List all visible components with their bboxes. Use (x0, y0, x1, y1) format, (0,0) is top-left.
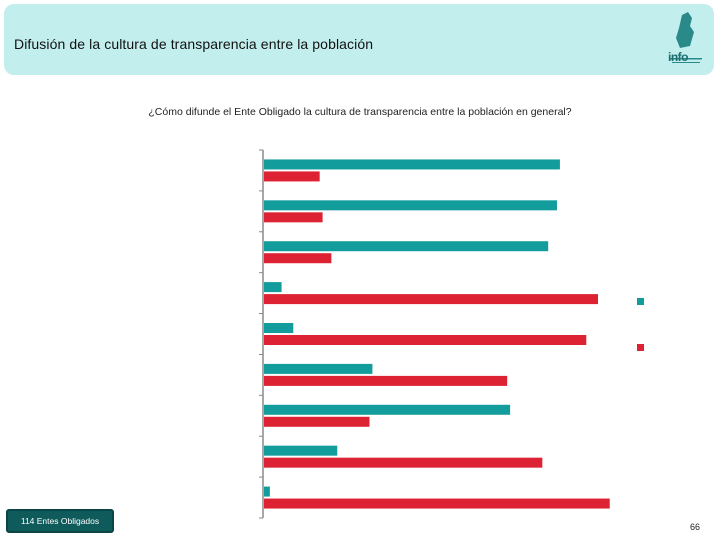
bar-series-2 (264, 294, 598, 305)
bar-series-2 (264, 171, 320, 182)
bar-series-1 (264, 241, 549, 252)
logo-text: info (668, 50, 689, 64)
legend-marker-series-2 (637, 344, 644, 351)
bar-series-1 (264, 159, 560, 170)
logo-icon (670, 12, 702, 63)
bar-series-2 (264, 498, 610, 509)
chart-title: ¿Cómo difunde el Ente Obligado la cultur… (148, 106, 572, 118)
bar-series-2 (264, 375, 508, 386)
page-number: 66 (690, 522, 701, 532)
bar-series-2 (264, 416, 370, 427)
bar-series-2 (264, 253, 332, 264)
bar-series-1 (264, 363, 373, 374)
bar-series-1 (264, 445, 338, 456)
header-banner: Difusión de la cultura de transparencia … (4, 4, 714, 75)
bar-series-1 (264, 404, 511, 415)
bar-series-2 (264, 335, 587, 345)
bar-series-2 (264, 212, 323, 223)
bar-series-1 (264, 200, 557, 211)
bar-series-2 (264, 457, 543, 468)
bar-series-1 (264, 486, 270, 497)
bar-series-1 (264, 323, 294, 333)
legend-marker-series-1 (637, 298, 644, 305)
page-title: Difusión de la cultura de transparencia … (14, 36, 374, 52)
entes-badge: 114 Entes Obligados (6, 509, 114, 533)
bar-series-1 (264, 282, 282, 293)
